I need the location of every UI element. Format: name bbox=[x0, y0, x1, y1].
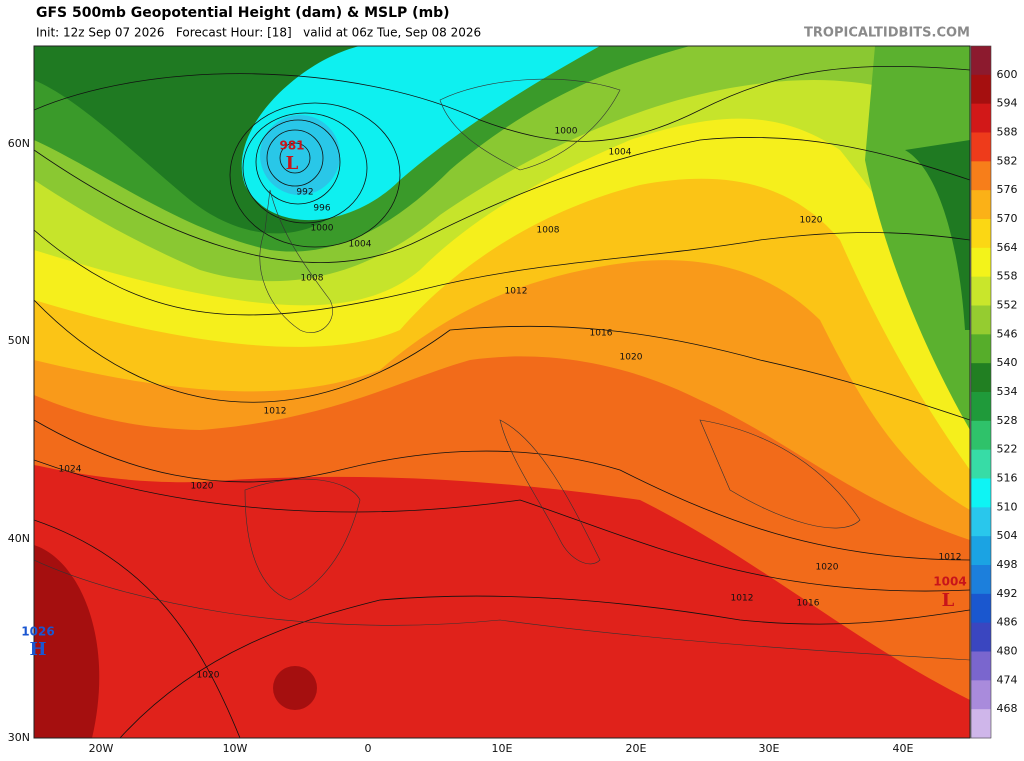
colorbar-swatch bbox=[971, 247, 991, 278]
isobar-label: 1012 bbox=[939, 553, 962, 563]
center-symbol: L bbox=[942, 590, 955, 611]
colorbar: 600 594 588 582 576 570 564 558 552 546 540 534 528 5… bbox=[970, 45, 1018, 739]
colorbar-swatch bbox=[971, 680, 991, 710]
lat-label: 30N bbox=[8, 731, 30, 744]
colorbar-label: 546 bbox=[997, 327, 1018, 340]
isobar-label: 1020 bbox=[620, 353, 643, 363]
colorbar-swatch bbox=[971, 305, 991, 335]
colorbar-swatch bbox=[971, 565, 991, 595]
map: 1000 1004 1008 1012 1016 1020 1020 992 9… bbox=[21, 45, 971, 739]
colorbar-label: 522 bbox=[997, 443, 1018, 456]
field-darkred bbox=[34, 545, 100, 738]
subtitle: Init: 12z Sep 07 2026 Forecast Hour: [18… bbox=[36, 26, 481, 40]
colorbar-swatch bbox=[971, 190, 991, 220]
lon-label: 0 bbox=[365, 742, 372, 755]
isobar-label: 1020 bbox=[191, 482, 214, 492]
center-value: 1004 bbox=[933, 575, 966, 589]
isobar-label: 992 bbox=[296, 188, 313, 198]
brand: TROPICALTIDBITS.COM bbox=[804, 26, 970, 41]
isobar-label: 1012 bbox=[264, 407, 287, 417]
center-value: 1026 bbox=[21, 625, 54, 639]
colorbar-swatch bbox=[971, 219, 991, 249]
colorbar-label: 588 bbox=[997, 126, 1018, 139]
colorbar-label: 552 bbox=[997, 299, 1018, 312]
isobar-label: 1024 bbox=[59, 465, 82, 475]
colorbar-label: 516 bbox=[997, 472, 1018, 485]
field-lightblue bbox=[260, 115, 340, 195]
colorbar-swatch bbox=[971, 132, 991, 162]
center-symbol: H bbox=[29, 639, 46, 660]
center-value: 981 bbox=[279, 139, 304, 153]
colorbar-label: 558 bbox=[997, 270, 1018, 283]
colorbar-swatch bbox=[971, 420, 991, 451]
colorbar-swatch bbox=[971, 363, 991, 393]
lat-label: 40N bbox=[8, 532, 30, 545]
colorbar-swatch bbox=[971, 103, 991, 133]
colorbar-label: 504 bbox=[997, 529, 1018, 542]
colorbar-label: 510 bbox=[997, 500, 1018, 513]
field-lowcore bbox=[273, 666, 317, 710]
colorbar-label: 486 bbox=[997, 616, 1018, 629]
colorbar-swatch bbox=[971, 651, 991, 681]
isobar-label: 1012 bbox=[731, 594, 754, 604]
isobar-label: 1004 bbox=[609, 148, 632, 158]
field-east-green bbox=[865, 46, 970, 430]
colorbar-label: 474 bbox=[997, 673, 1018, 686]
colorbar-swatch bbox=[971, 392, 991, 422]
isobar-label: 1008 bbox=[301, 274, 324, 284]
colorbar-label: 594 bbox=[997, 97, 1018, 110]
colorbar-swatch bbox=[971, 536, 991, 566]
lon-label: 20W bbox=[89, 742, 114, 755]
colorbar-frame bbox=[970, 45, 992, 739]
colorbar-swatch bbox=[971, 46, 991, 76]
colorbar-label: 492 bbox=[997, 587, 1018, 600]
isobar-label: 1000 bbox=[555, 127, 578, 137]
isobar-label: 996 bbox=[313, 204, 330, 214]
isobar-label: 1000 bbox=[311, 224, 334, 234]
colorbar-swatch bbox=[971, 478, 991, 508]
lat-label: 60N bbox=[8, 137, 30, 150]
colorbar-swatch bbox=[971, 449, 991, 479]
colorbar-label: 468 bbox=[997, 702, 1018, 715]
lon-label: 10E bbox=[492, 742, 513, 755]
lon-label: 20E bbox=[626, 742, 647, 755]
colorbar-swatch bbox=[971, 622, 991, 652]
isobar-label: 1020 bbox=[197, 671, 220, 681]
isobar-label: 1016 bbox=[590, 329, 613, 339]
coastlines bbox=[34, 78, 970, 661]
isobars bbox=[34, 65, 970, 738]
lon-label: 30E bbox=[759, 742, 780, 755]
colorbar-swatch bbox=[971, 74, 991, 105]
isobar-label: 1008 bbox=[537, 226, 560, 236]
colorbar-swatch bbox=[971, 161, 991, 191]
colorbar-label: 600 bbox=[997, 68, 1018, 81]
colorbar-swatch bbox=[971, 334, 991, 364]
colorbar-label: 576 bbox=[997, 183, 1018, 196]
colorbar-swatch bbox=[971, 593, 991, 624]
isobar-label: 1004 bbox=[349, 240, 372, 250]
colorbar-label: 570 bbox=[997, 212, 1018, 225]
colorbar-label: 564 bbox=[997, 241, 1018, 254]
field-east-darkgreen bbox=[905, 140, 970, 330]
isobar-label: 1020 bbox=[800, 216, 823, 226]
isobar-label: 1012 bbox=[505, 287, 528, 297]
colorbar-label: 534 bbox=[997, 385, 1018, 398]
colorbar-label: 582 bbox=[997, 154, 1018, 167]
map-frame bbox=[33, 45, 971, 739]
center-symbol: L bbox=[286, 153, 299, 174]
colorbar-swatch bbox=[971, 507, 991, 537]
title: GFS 500mb Geopotential Height (dam) & MS… bbox=[36, 5, 450, 21]
lon-label: 40E bbox=[893, 742, 914, 755]
colorbar-label: 498 bbox=[997, 558, 1018, 571]
colorbar-label: 528 bbox=[997, 414, 1018, 427]
colorbar-swatch bbox=[971, 709, 991, 739]
isobar-label: 1020 bbox=[816, 563, 839, 573]
isobar-label: 1016 bbox=[797, 599, 820, 609]
lon-label: 10W bbox=[223, 742, 248, 755]
colorbar-label: 540 bbox=[997, 356, 1018, 369]
colorbar-swatch bbox=[971, 276, 991, 306]
colorbar-label: 480 bbox=[997, 645, 1018, 658]
lat-label: 50N bbox=[8, 334, 30, 347]
